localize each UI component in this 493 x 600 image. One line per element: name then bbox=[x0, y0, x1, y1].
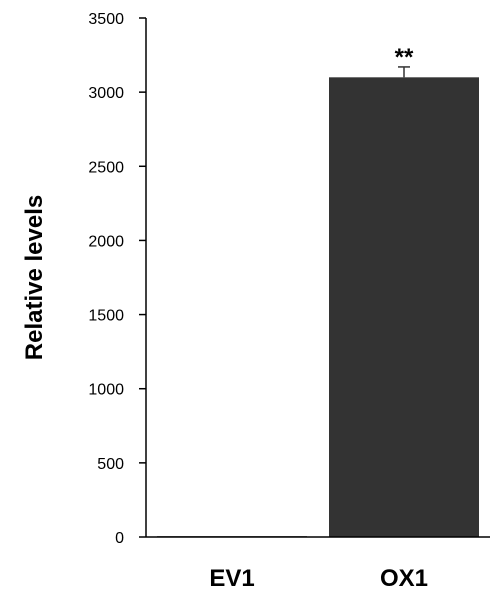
x-category-label-ev1: EV1 bbox=[209, 565, 254, 592]
y-tick-label: 500 bbox=[97, 456, 124, 473]
y-tick-label: 2000 bbox=[88, 233, 124, 250]
y-tick-label: 3500 bbox=[88, 11, 124, 28]
y-axis-ticks: 0 500 1000 1500 2000 2500 3000 3500 bbox=[88, 11, 146, 547]
y-tick-label: 0 bbox=[115, 530, 124, 547]
error-bars bbox=[398, 66, 410, 78]
significance-annotations: ** bbox=[395, 44, 414, 71]
x-axis-category-labels: EV1 OX1 bbox=[209, 565, 428, 592]
significance-label-ox1: ** bbox=[395, 44, 414, 71]
y-tick-label: 1500 bbox=[88, 308, 124, 325]
y-axis-label: Relative levels bbox=[21, 195, 48, 360]
y-tick-label: 1000 bbox=[88, 382, 124, 399]
bar-ox1 bbox=[329, 77, 479, 538]
x-category-label-ox1: OX1 bbox=[380, 565, 428, 592]
y-tick-label: 2500 bbox=[88, 159, 124, 176]
bars bbox=[157, 77, 479, 538]
y-tick-label: 3000 bbox=[88, 85, 124, 102]
